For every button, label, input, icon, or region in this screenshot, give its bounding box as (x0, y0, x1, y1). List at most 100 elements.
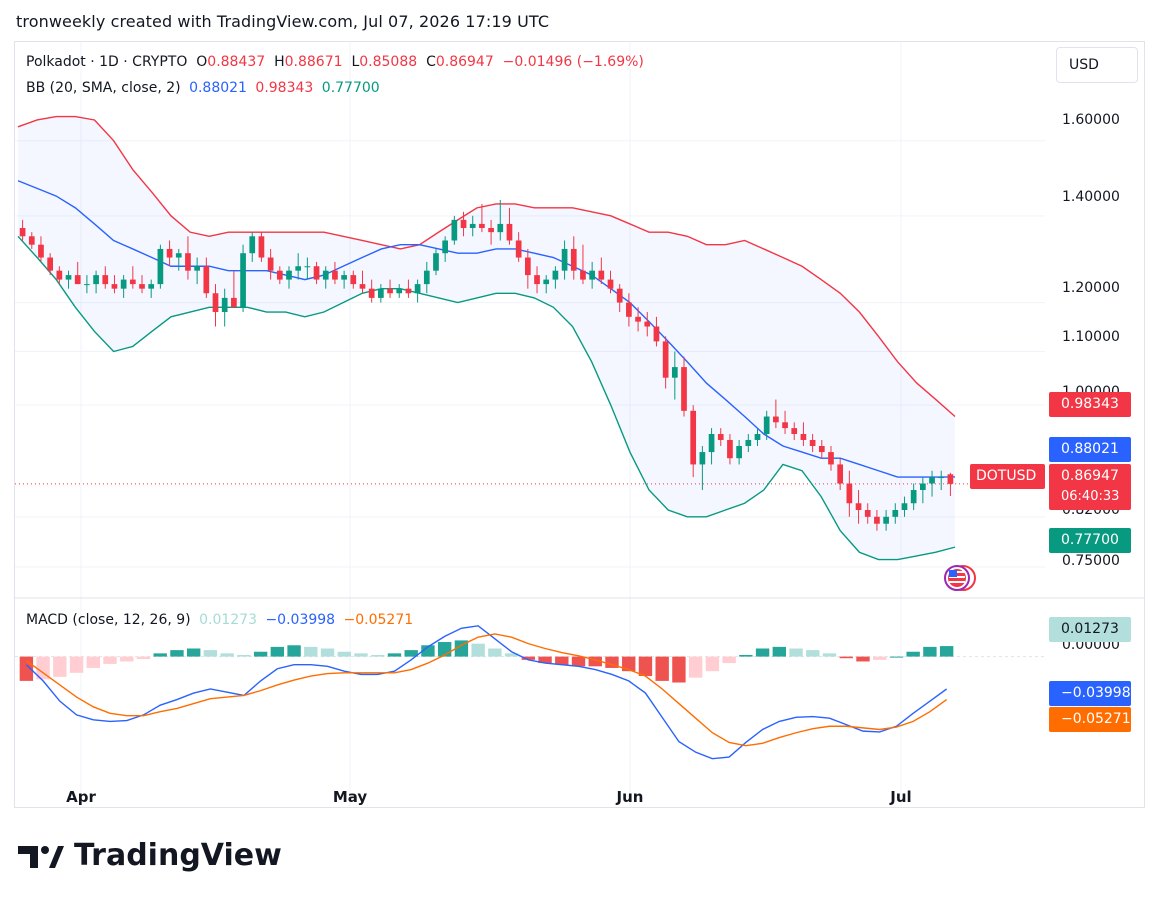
candle-body (782, 422, 788, 429)
candle-body (469, 223, 476, 229)
candle-body (175, 253, 182, 258)
macd-signal-line (25, 633, 948, 747)
macd-histogram-bar (538, 656, 552, 664)
candle-body (837, 464, 844, 484)
candle-body (947, 474, 954, 484)
macd-histogram-bar (739, 654, 753, 657)
macd-histogram-bar (304, 646, 318, 657)
macd-histogram-bar (387, 653, 402, 657)
candle-body (286, 270, 292, 280)
candle-body (451, 219, 458, 241)
candle-body (773, 416, 779, 423)
macd-histogram-bar (688, 656, 703, 678)
candle-body (589, 270, 595, 280)
candle-body (653, 326, 660, 342)
candle-body (515, 240, 522, 258)
time-axis-label: Jul (890, 788, 912, 806)
bb-basis-line (17, 180, 956, 478)
candle-body (359, 284, 366, 289)
bollinger-lines (17, 115, 956, 561)
tradingview-logo[interactable]: TradingView (18, 838, 282, 873)
candle-body (644, 321, 651, 327)
candle-body (800, 434, 807, 440)
candle-body (65, 275, 72, 280)
candle-body (708, 434, 715, 453)
candle-body (157, 248, 164, 285)
candle-body (93, 275, 99, 285)
macd-legend: MACD (close, 12, 26, 9) 0.01273 −0.03998… (26, 612, 413, 628)
candle-body (166, 248, 173, 258)
macd-label[interactable]: MACD (close, 12, 26, 9) (26, 612, 191, 628)
bb-label[interactable]: BB (20, SMA, close, 2) (26, 80, 181, 96)
candle-body (754, 434, 761, 440)
candle-body (671, 367, 678, 378)
candle-body (111, 284, 118, 289)
macd-histogram-bar (203, 650, 218, 657)
candle-body (543, 279, 550, 285)
economic-events-icon[interactable] (938, 564, 990, 594)
price-axis-label: 1.10000 (1062, 329, 1120, 345)
macd-histogram-bar (53, 656, 67, 677)
candle-body (295, 266, 302, 271)
macd-histogram-bar (270, 646, 285, 657)
macd-histogram-bar (253, 651, 268, 657)
time-axis-label: Jun (616, 788, 644, 806)
last-price-tag: 0.86947 06:40:33 (1049, 464, 1131, 510)
macd-histogram-bar (889, 656, 904, 658)
candle-body (231, 297, 237, 308)
bb-lower-price-tag: 0.77700 (1049, 528, 1131, 553)
macd-signal-value: −0.05271 (343, 612, 414, 628)
candles (19, 199, 954, 531)
candle-body (74, 275, 81, 285)
macd-histogram-bar (521, 656, 536, 660)
open-label: O (196, 54, 208, 70)
macd-histogram-bar (806, 650, 820, 657)
high-value: 0.88671 (284, 54, 343, 70)
close-value: 0.86947 (435, 54, 494, 70)
candle-body (460, 219, 467, 229)
candle-body (809, 439, 816, 446)
macd-histogram-bar (822, 653, 837, 657)
macd-line-tag: −0.03998 (1049, 681, 1131, 706)
candle-body (488, 228, 494, 233)
candle-body (332, 270, 338, 280)
candle-body (736, 445, 742, 459)
macd-histogram-bar (722, 656, 736, 664)
macd-histogram-bar (337, 651, 351, 657)
chart-frame (14, 41, 1145, 808)
currency-button[interactable]: USD (1056, 47, 1138, 83)
macd-histogram-bar (153, 653, 167, 657)
bb-upper-price-tag: 0.98343 (1049, 392, 1131, 417)
macd-histogram-bar (488, 648, 502, 657)
candle-body (570, 248, 577, 271)
candle-body (56, 270, 63, 280)
price-axis-label: 1.20000 (1062, 280, 1120, 296)
candle-body (497, 223, 504, 233)
candle-body (84, 284, 90, 286)
candle-body (938, 477, 945, 479)
bar-countdown: 06:40:33 (1061, 489, 1120, 504)
price-axis-label: 0.75000 (1062, 553, 1120, 569)
low-label: L (351, 54, 360, 70)
candle-body (396, 288, 403, 294)
candle-body (240, 253, 246, 308)
candle-body (791, 428, 798, 435)
bb-basis-price-tag: 0.88021 (1049, 437, 1131, 462)
macd-histogram-bar (86, 656, 100, 668)
time-axis-label: May (332, 788, 368, 806)
candle-body (19, 228, 26, 237)
macd-histogram-bar (906, 651, 920, 657)
candle-body (846, 483, 853, 504)
candle-body (341, 275, 347, 280)
macd-signal-tag: −0.05271 (1049, 707, 1131, 732)
candle-body (598, 270, 605, 280)
tradingview-logo-text: TradingView (74, 838, 282, 873)
symbol-label[interactable]: Polkadot · 1D · CRYPTO (26, 54, 188, 70)
macd-histogram-bar (404, 650, 418, 657)
candle-body (910, 490, 917, 504)
macd-histogram-bar (136, 656, 151, 660)
macd-histogram-bar (571, 656, 586, 667)
tradingview-logo-icon (18, 845, 64, 868)
candle-body (763, 416, 770, 435)
